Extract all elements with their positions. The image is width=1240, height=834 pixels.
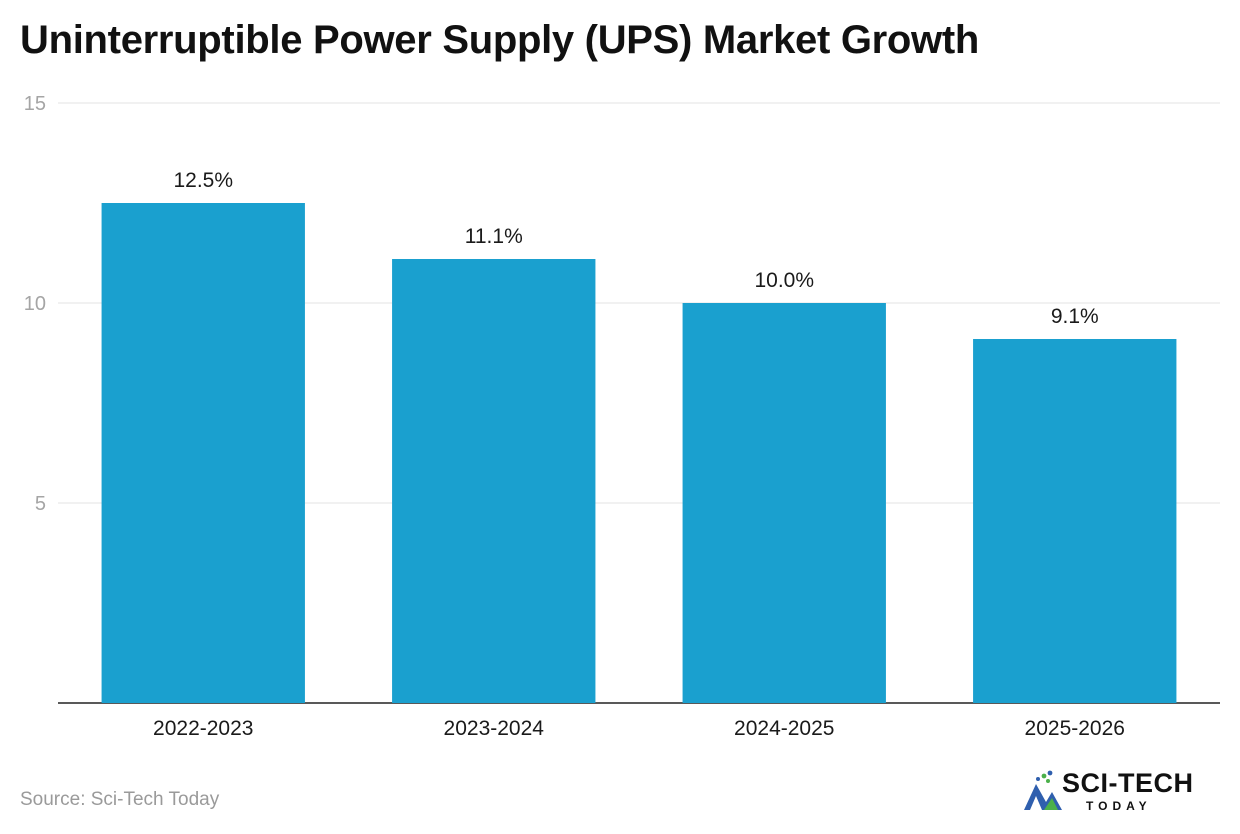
bar-chart: 5 10 15 12.5% 2022-2023 11.1% 2023-2024 10.0% 20… [24, 93, 1220, 740]
bar [101, 203, 305, 703]
x-tick-label: 2022-2023 [153, 717, 253, 740]
x-tick-label: 2024-2025 [734, 717, 834, 740]
chart-title: Uninterruptible Power Supply (UPS) Marke… [20, 18, 980, 62]
y-tick-label: 5 [35, 493, 46, 515]
bar [392, 259, 596, 703]
data-label: 11.1% [465, 225, 523, 248]
data-label: 12.5% [173, 169, 233, 192]
bar [682, 303, 886, 703]
bars [101, 203, 1177, 703]
labels: 5 10 15 12.5% 2022-2023 11.1% 2023-2024 10.0% 20… [24, 93, 1125, 740]
sci-tech-logo-icon [1024, 770, 1062, 810]
logo-subtext: TODAY [1086, 799, 1152, 813]
y-tick-label: 15 [24, 93, 46, 115]
x-tick-label: 2023-2024 [444, 717, 545, 740]
source-note: Source: Sci-Tech Today [20, 789, 220, 810]
x-tick-label: 2025-2026 [1025, 717, 1125, 740]
bar [973, 339, 1177, 703]
data-label: 9.1% [1051, 305, 1099, 328]
sci-tech-logo: SCI-TECH TODAY [1022, 768, 1222, 814]
logo-wordmark: SCI-TECH [1062, 768, 1194, 798]
y-tick-label: 10 [24, 293, 46, 315]
data-label: 10.0% [754, 269, 814, 292]
